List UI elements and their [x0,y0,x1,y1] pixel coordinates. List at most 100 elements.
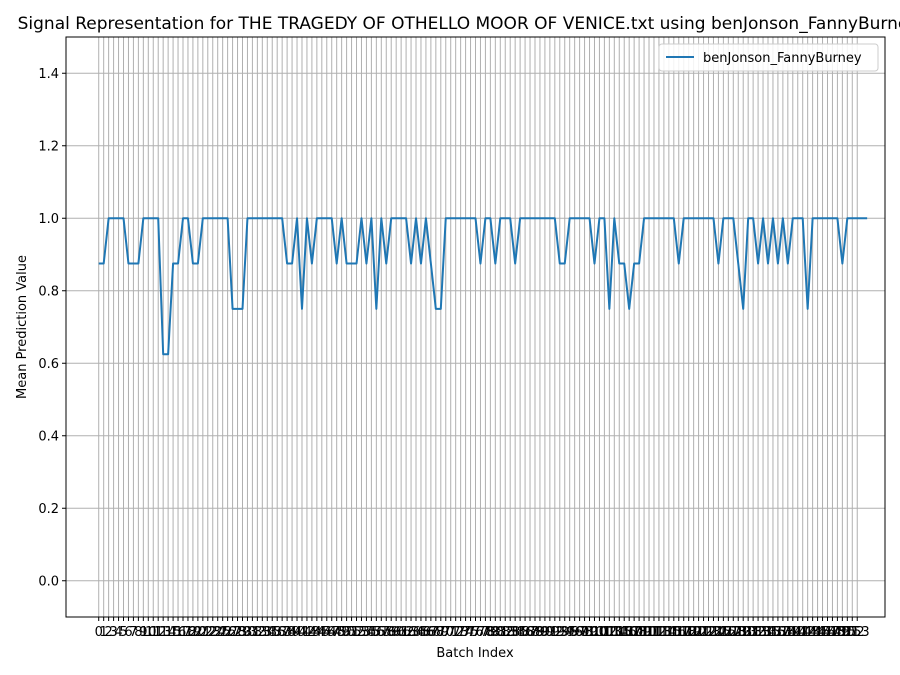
x-tick-label: 111 [637,625,662,640]
x-tick-label: 107 [617,625,642,640]
x-tick-label: 85 [512,625,529,640]
x-tick-label: 104 [602,625,627,640]
x-tick-label: 110 [632,625,657,640]
x-tick-label: 3 [109,625,117,640]
x-tick-label: 75 [462,625,479,640]
x-tick-label: 128 [721,625,746,640]
x-tick-label: 41 [294,625,311,640]
x-tick-label: 55 [363,625,380,640]
x-tick-label: 49 [333,625,350,640]
x-axis-ticks: 0123456789101112131415161718192021222324… [95,617,870,640]
y-tick-label: 1.4 [38,67,59,82]
series-line [98,217,868,356]
y-tick-label: 1.0 [38,212,59,227]
x-tick-label: 78 [477,625,494,640]
x-tick-label: 102 [592,625,617,640]
x-tick-label: 94 [556,625,573,640]
x-tick-label: 70 [437,625,454,640]
x-tick-label: 59 [383,625,400,640]
x-tick-label: 148 [820,625,845,640]
x-tick-label: 95 [561,625,578,640]
x-tick-label: 121 [686,625,711,640]
x-tick-label: 51 [343,625,360,640]
x-tick-label: 25 [214,625,231,640]
x-tick-label: 138 [770,625,795,640]
x-tick-label: 129 [726,625,751,640]
x-tick-label: 9 [139,625,147,640]
x-tick-label: 144 [800,625,825,640]
y-tick-label: 0.0 [38,574,59,589]
x-tick-label: 64 [408,625,425,640]
x-tick-label: 47 [323,625,340,640]
x-tick-label: 50 [338,625,355,640]
x-tick-label: 84 [507,625,524,640]
x-tick-label: 14 [160,625,177,640]
x-tick-label: 89 [532,625,549,640]
x-tick-label: 45 [314,625,331,640]
x-tick-label: 32 [249,625,266,640]
x-tick-label: 54 [358,625,375,640]
x-tick-label: 6 [124,625,132,640]
x-tick-label: 17 [175,625,192,640]
x-tick-label: 76 [467,625,484,640]
x-tick-label: 87 [522,625,539,640]
x-tick-label: 43 [304,625,321,640]
x-tick-label: 15 [165,625,182,640]
y-tick-label: 0.6 [38,357,59,372]
x-axis-label: Batch Index [436,646,514,661]
x-tick-label: 73 [452,625,469,640]
x-tick-label: 38 [279,625,296,640]
series-layer [98,217,868,356]
x-tick-label: 36 [269,625,286,640]
x-tick-label: 113 [647,625,672,640]
x-tick-label: 1 [100,625,108,640]
x-tick-label: 134 [751,625,776,640]
x-tick-label: 46 [318,625,335,640]
x-tick-label: 91 [542,625,559,640]
x-tick-label: 26 [219,625,236,640]
x-tick-label: 82 [497,625,514,640]
y-tick-label: 0.8 [38,284,59,299]
x-tick-label: 11 [145,625,162,640]
chart-title: Signal Representation for THE TRAGEDY OF… [18,14,900,34]
x-tick-label: 115 [656,625,681,640]
x-tick-label: 44 [309,625,326,640]
x-tick-label: 86 [517,625,534,640]
x-tick-label: 30 [239,625,256,640]
x-tick-label: 123 [696,625,721,640]
x-tick-label: 137 [766,625,791,640]
x-tick-label: 58 [378,625,395,640]
x-tick-label: 65 [413,625,430,640]
legend-label: benJonson_FannyBurney [703,51,862,66]
x-tick-label: 140 [780,625,805,640]
x-tick-label: 112 [642,625,667,640]
x-tick-label: 40 [289,625,306,640]
legend-box [658,43,879,72]
x-tick-label: 147 [815,625,840,640]
x-tick-label: 8 [134,625,142,640]
x-tick-label: 63 [403,625,420,640]
y-axis-label: Mean Prediction Value [15,255,30,399]
x-tick-label: 61 [393,625,410,640]
x-tick-label: 119 [676,625,701,640]
x-tick-label: 69 [433,625,450,640]
x-tick-label: 33 [254,625,271,640]
x-tick-label: 72 [447,625,464,640]
x-tick-label: 88 [527,625,544,640]
x-tick-label: 42 [299,625,316,640]
x-tick-label: 142 [790,625,815,640]
x-tick-label: 125 [706,625,731,640]
x-tick-label: 19 [185,625,202,640]
x-tick-label: 18 [180,625,197,640]
x-tick-label: 2 [104,625,112,640]
x-tick-label: 92 [547,625,564,640]
x-tick-label: 146 [810,625,835,640]
x-tick-label: 35 [264,625,281,640]
x-tick-label: 126 [711,625,736,640]
x-tick-label: 39 [284,625,301,640]
x-tick-label: 120 [681,625,706,640]
x-tick-label: 68 [428,625,445,640]
x-tick-label: 77 [472,625,489,640]
x-tick-label: 93 [552,625,569,640]
